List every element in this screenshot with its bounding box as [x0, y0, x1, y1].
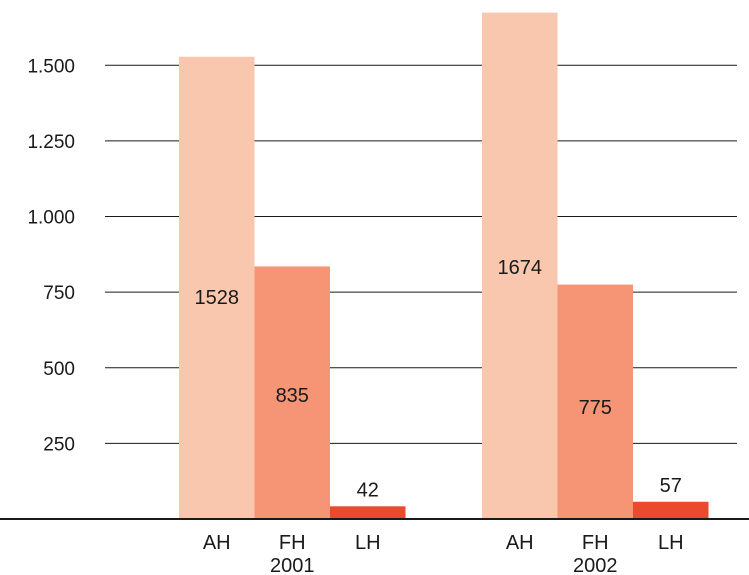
x-category-label: LH [658, 532, 684, 554]
data-label-2001-ah: 1528 [195, 287, 240, 309]
bars [179, 12, 709, 520]
x-group-label-2001: 2001 [270, 555, 315, 575]
bar-2002-fh [557, 284, 633, 519]
x-axis-category-labels: AH FH LH 2001 AH FH LH 2002 [203, 532, 684, 575]
bar-2001-ah [179, 56, 255, 519]
bar-2001-fh [254, 266, 330, 519]
y-tick-label: 250 [43, 434, 75, 455]
bar-2001-lh [330, 506, 406, 519]
x-category-label: AH [203, 532, 231, 554]
y-tick-label: 1.500 [27, 56, 75, 77]
data-labels: 1528 835 42 1674 775 57 [195, 257, 682, 501]
y-tick-label: 1.250 [27, 132, 75, 153]
y-tick-label: 500 [43, 359, 75, 380]
x-category-label: AH [506, 532, 534, 554]
x-category-label: LH [355, 532, 381, 554]
data-label-2001-fh: 835 [276, 385, 309, 407]
bar-2002-lh [633, 501, 709, 519]
x-category-label: FH [279, 532, 306, 554]
y-tick-label: 750 [43, 283, 75, 304]
y-tick-label: 1.000 [27, 208, 75, 229]
x-category-label: FH [582, 532, 609, 554]
bar-2002-ah [482, 12, 558, 520]
data-label-2002-ah: 1674 [498, 257, 543, 279]
data-label-2002-fh: 775 [579, 397, 612, 419]
x-group-label-2002: 2002 [573, 555, 618, 575]
y-axis-tick-labels: 250 500 750 1.000 1.250 1.500 [27, 56, 75, 455]
data-label-2002-lh: 57 [660, 475, 682, 497]
data-label-2001-lh: 42 [357, 479, 379, 501]
